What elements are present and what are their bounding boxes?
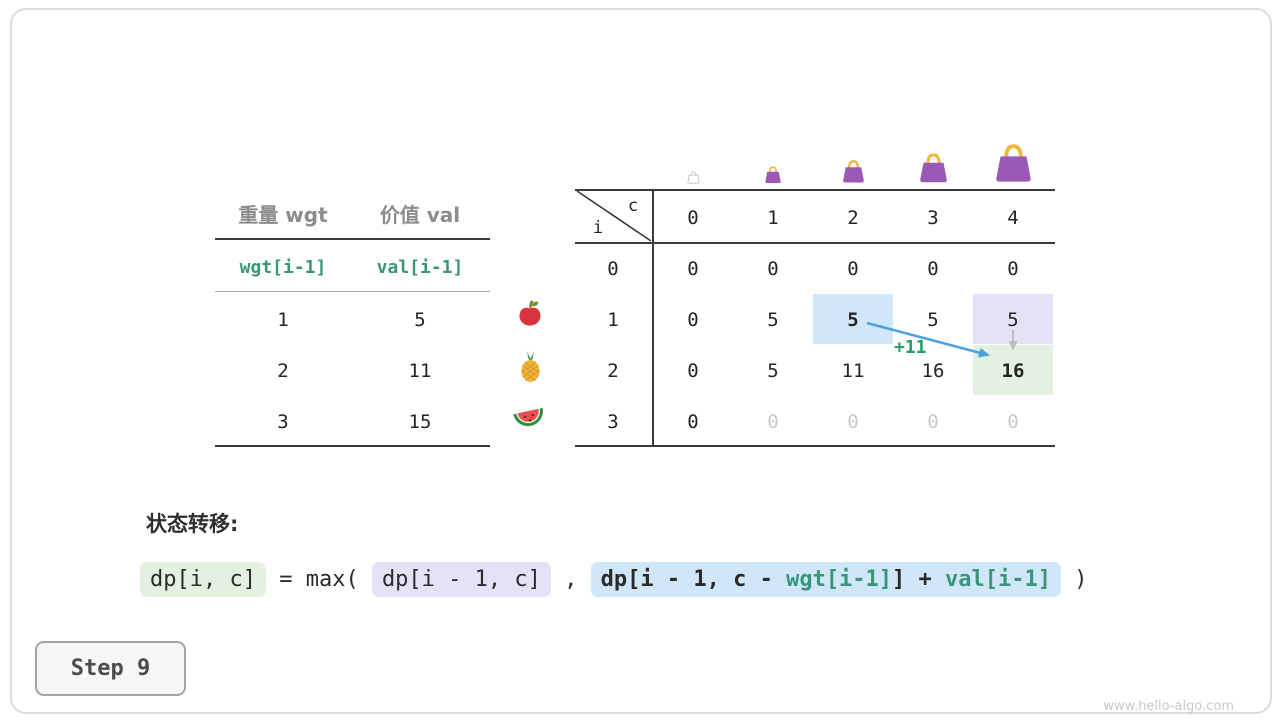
step-badge: Step 9 xyxy=(35,641,186,696)
wgt-row-3: 3 xyxy=(277,411,289,433)
corner-col-label: c xyxy=(627,196,639,216)
dp-col-header-1: 1 xyxy=(767,207,779,229)
dp-col-header-3: 3 xyxy=(927,207,939,229)
bag-icon-capacity-4 xyxy=(996,144,1031,182)
dp-row-header-1: 1 xyxy=(607,309,619,331)
formula-separator: , xyxy=(550,567,591,592)
watermelon-icon xyxy=(513,407,543,427)
formula-close: ) xyxy=(1061,567,1088,592)
val-index-label: val[i-1] xyxy=(376,257,464,278)
table-rule xyxy=(575,242,1055,244)
bag-icon-capacity-2 xyxy=(843,160,864,183)
apple-icon xyxy=(519,300,541,326)
formula-arg2-mid: ] + xyxy=(892,567,946,592)
dp-col-header-4: 4 xyxy=(1007,207,1019,229)
wgt-index-label: wgt[i-1] xyxy=(239,257,327,278)
dp-cell-2-1: 5 xyxy=(767,360,779,382)
bag-icon-capacity-1 xyxy=(765,166,781,183)
dp-cell-1-1: 5 xyxy=(767,309,779,331)
val-row-1: 5 xyxy=(414,309,426,331)
bag-icon-capacity-0 xyxy=(687,171,700,184)
dp-cell-3-0: 0 xyxy=(687,411,699,433)
dp-row-header-3: 3 xyxy=(607,411,619,433)
transition-formula: dp[i, c] = max( dp[i - 1, c] , dp[i - 1,… xyxy=(140,562,1088,597)
dp-row-header-2: 2 xyxy=(607,360,619,382)
pineapple-icon xyxy=(521,351,540,382)
corner-row-label: i xyxy=(592,218,604,238)
dp-cell-2-0: 0 xyxy=(687,360,699,382)
dp-cell-2-4: 16 xyxy=(1001,360,1025,382)
dp-cell-0-4: 0 xyxy=(1007,258,1019,280)
formula-arg2-chip: dp[i - 1, c - wgt[i-1]] + val[i-1] xyxy=(590,562,1061,597)
val-row-2: 11 xyxy=(408,360,432,382)
formula-lhs-chip: dp[i, c] xyxy=(140,562,266,597)
table-rule xyxy=(215,445,490,447)
wgt-row-2: 2 xyxy=(277,360,289,382)
dp-cell-0-2: 0 xyxy=(847,258,859,280)
dp-cell-1-2: 5 xyxy=(847,309,859,331)
dp-cell-1-3: 5 xyxy=(927,309,939,331)
dp-cell-0-3: 0 xyxy=(927,258,939,280)
table-rule xyxy=(215,238,490,240)
table-rule xyxy=(575,189,1055,191)
formula-arg2-wgt: wgt[i-1] xyxy=(786,567,893,592)
dp-cell-3-4: 0 xyxy=(1007,411,1019,433)
val-row-3: 15 xyxy=(408,411,432,433)
dp-col-header-0: 0 xyxy=(687,207,699,229)
formula-arg2-prefix: dp[i - 1, c - xyxy=(600,567,787,592)
dp-cell-1-0: 0 xyxy=(687,309,699,331)
formula-arg2-val: val[i-1] xyxy=(945,567,1051,592)
table-rule xyxy=(652,189,654,447)
figure-frame xyxy=(10,8,1272,714)
value-column-header: 价值 val xyxy=(379,203,461,227)
table-rule xyxy=(215,291,490,292)
formula-operator: = max( xyxy=(265,567,372,592)
wgt-row-1: 1 xyxy=(277,309,289,331)
weight-column-header: 重量 wgt xyxy=(238,203,328,227)
dp-col-header-2: 2 xyxy=(847,207,859,229)
dp-cell-0-1: 0 xyxy=(767,258,779,280)
dp-cell-2-3: 16 xyxy=(921,360,945,382)
dp-cell-1-4: 5 xyxy=(1007,309,1019,331)
table-rule xyxy=(575,445,1055,447)
dp-cell-2-2: 11 xyxy=(841,360,865,382)
dp-cell-0-0: 0 xyxy=(687,258,699,280)
transition-section-label: 状态转移: xyxy=(146,512,239,536)
value-add-annotation: +11 xyxy=(894,337,927,358)
dp-row-header-0: 0 xyxy=(607,258,619,280)
bag-icon-capacity-3 xyxy=(920,153,947,183)
dp-cell-3-2: 0 xyxy=(847,411,859,433)
formula-arg1-chip: dp[i - 1, c] xyxy=(371,562,551,597)
dp-cell-3-3: 0 xyxy=(927,411,939,433)
watermark: www.hello-algo.com xyxy=(1103,699,1234,714)
dp-cell-3-1: 0 xyxy=(767,411,779,433)
